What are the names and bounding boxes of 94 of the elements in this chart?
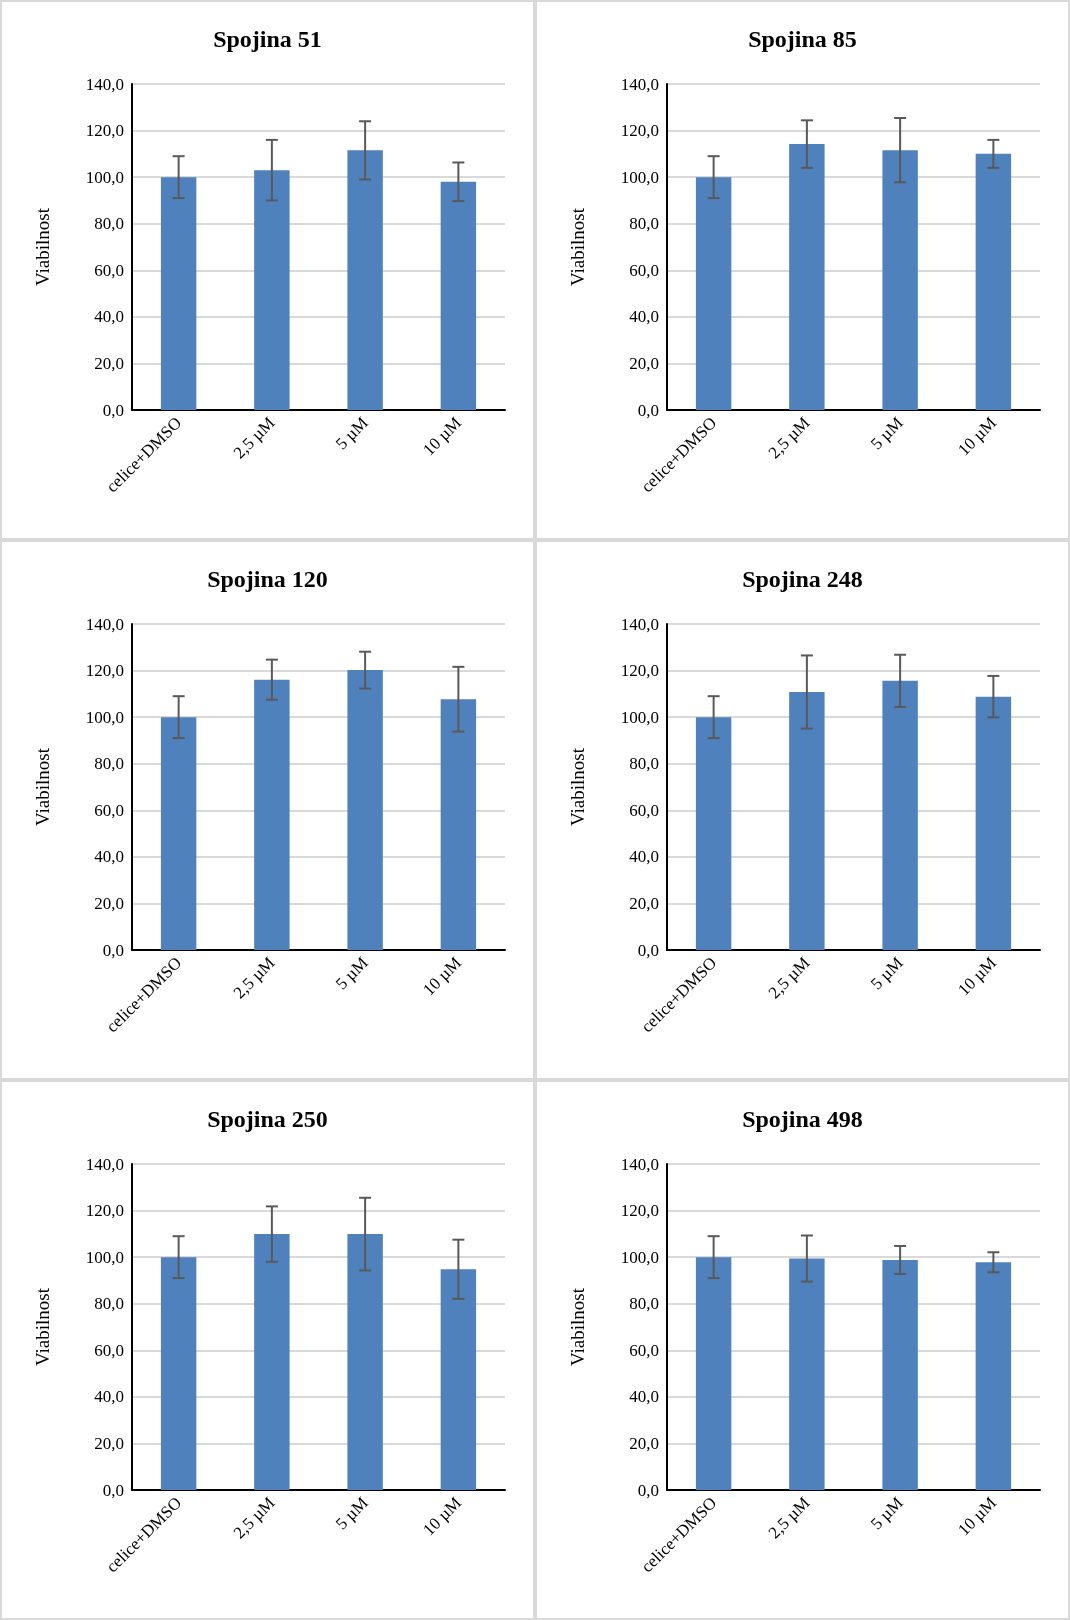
y-tick-label: 60,0 (629, 1340, 659, 1360)
y-tick-label: 40,0 (94, 307, 124, 327)
y-axis-title: Viabilnost (567, 207, 588, 287)
y-tick-label: 0,0 (637, 400, 659, 420)
y-tick-label: 60,0 (94, 260, 124, 280)
y-tick-label: 120,0 (620, 121, 659, 141)
y-tick-label: 0,0 (102, 400, 124, 420)
bar (254, 1234, 290, 1490)
y-tick-label: 20,0 (629, 1433, 659, 1453)
y-tick-label: 20,0 (629, 353, 659, 373)
bar (440, 1269, 477, 1490)
y-tick-label: 120,0 (85, 121, 124, 141)
y-tick-label: 80,0 (94, 754, 124, 774)
y-tick-label: 40,0 (629, 847, 659, 867)
y-tick-label: 100,0 (85, 167, 124, 187)
x-tick-label: 2,5 µM (764, 953, 814, 1003)
bar (254, 170, 290, 410)
bar (882, 150, 918, 410)
x-tick-label: 2,5 µM (229, 413, 279, 463)
y-axis-title: Viabilnost (567, 1287, 588, 1367)
y-tick-label: 80,0 (629, 754, 659, 774)
y-tick-label: 140,0 (85, 614, 124, 634)
y-tick-label: 120,0 (620, 1201, 659, 1221)
y-tick-label: 0,0 (637, 940, 659, 960)
y-tick-label: 100,0 (85, 1247, 124, 1267)
y-tick-label: 120,0 (85, 1201, 124, 1221)
y-axis-title: Viabilnost (32, 747, 53, 827)
y-tick-label: 80,0 (94, 214, 124, 234)
bar (789, 144, 825, 410)
y-tick-label: 40,0 (629, 307, 659, 327)
y-tick-label: 100,0 (620, 167, 659, 187)
y-tick-label: 40,0 (94, 847, 124, 867)
bar (440, 181, 477, 410)
bar (254, 679, 290, 950)
y-tick-label: 0,0 (102, 940, 124, 960)
y-tick-label: 80,0 (94, 1294, 124, 1314)
chart-title: Spojina 250 (207, 1106, 328, 1132)
x-tick-label: 10 µM (419, 953, 466, 1000)
y-tick-label: 120,0 (620, 661, 659, 681)
x-tick-label: 10 µM (954, 413, 1001, 460)
bar (160, 717, 197, 950)
bar (440, 699, 477, 950)
y-tick-label: 140,0 (85, 74, 124, 94)
bar (975, 153, 1012, 410)
y-tick-label: 20,0 (94, 353, 124, 373)
x-tick-label: 2,5 µM (229, 953, 279, 1003)
x-tick-label: 10 µM (954, 1493, 1001, 1540)
bar (347, 1234, 383, 1490)
y-axis-title: Viabilnost (567, 747, 588, 827)
bar (347, 150, 383, 410)
y-tick-label: 60,0 (629, 800, 659, 820)
x-tick-label: 2,5 µM (229, 1493, 279, 1543)
x-tick-label: 2,5 µM (764, 413, 814, 463)
x-tick-label: 5 µM (866, 1493, 907, 1534)
x-tick-label: 10 µM (419, 413, 466, 460)
chart-title: Spojina 51 (213, 26, 322, 52)
x-tick-label: 5 µM (331, 1493, 372, 1534)
y-tick-label: 20,0 (94, 1433, 124, 1453)
y-tick-label: 100,0 (620, 1247, 659, 1267)
x-tick-label: 10 µM (954, 953, 1001, 1000)
y-tick-label: 20,0 (94, 893, 124, 913)
x-tick-label: 2,5 µM (764, 1493, 814, 1543)
y-tick-label: 60,0 (94, 1340, 124, 1360)
bar (160, 1257, 197, 1490)
y-axis-title: Viabilnost (32, 1287, 53, 1367)
y-axis-title: Viabilnost (32, 207, 53, 287)
x-tick-label: 5 µM (866, 413, 907, 454)
chart-title: Spojina 85 (748, 26, 857, 52)
x-tick-label: 5 µM (866, 953, 907, 994)
chart-title: Spojina 120 (207, 566, 328, 592)
bar (160, 177, 197, 410)
y-tick-label: 0,0 (637, 1480, 659, 1500)
y-tick-label: 0,0 (102, 1480, 124, 1500)
y-tick-label: 60,0 (94, 800, 124, 820)
y-tick-label: 140,0 (85, 1154, 124, 1174)
y-tick-label: 140,0 (620, 1154, 659, 1174)
chart-title: Spojina 248 (742, 566, 863, 592)
y-tick-label: 120,0 (85, 661, 124, 681)
y-tick-label: 100,0 (620, 707, 659, 727)
chart-title: Spojina 498 (742, 1106, 863, 1132)
y-tick-label: 40,0 (94, 1387, 124, 1407)
y-tick-label: 140,0 (620, 74, 659, 94)
y-tick-label: 60,0 (629, 260, 659, 280)
y-tick-label: 140,0 (620, 614, 659, 634)
bar (695, 177, 732, 410)
y-tick-label: 80,0 (629, 1294, 659, 1314)
bar (347, 670, 383, 950)
x-tick-label: 5 µM (331, 413, 372, 454)
y-tick-label: 40,0 (629, 1387, 659, 1407)
y-tick-label: 80,0 (629, 214, 659, 234)
y-tick-label: 100,0 (85, 707, 124, 727)
x-tick-label: 5 µM (331, 953, 372, 994)
x-tick-label: 10 µM (419, 1493, 466, 1540)
y-tick-label: 20,0 (629, 893, 659, 913)
